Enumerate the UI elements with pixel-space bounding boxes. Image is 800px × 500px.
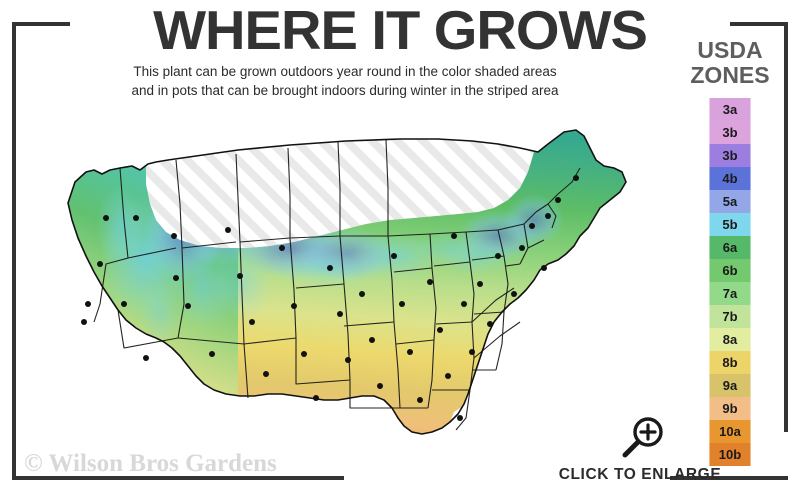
- usda-zones-legend: USDA ZONES 3a 3b 3b 4b 5a 5b 6a 6b 7a 7b 8a 8b 9a 9b 1…: [672, 38, 788, 466]
- subtitle-line-1: This plant can be grown outdoors year ro…: [133, 64, 557, 79]
- frame-bottom-right-segment: [670, 476, 788, 480]
- state-boundaries: [93, 139, 581, 431]
- subtitle: This plant can be grown outdoors year ro…: [40, 62, 650, 100]
- subtitle-line-2: and in pots that can be brought indoors …: [131, 83, 559, 98]
- usda-zone-swatch-6a: 6a: [709, 236, 751, 259]
- usda-zones-swatch-list: 3a 3b 3b 4b 5a 5b 6a 6b 7a 7b 8a 8b 9a 9b 10a 10b: [709, 98, 751, 466]
- usda-zone-swatch-3b: 3b: [709, 144, 751, 167]
- magnifier-plus-icon[interactable]: [618, 415, 668, 461]
- usda-zone-swatch-8b: 8b: [709, 351, 751, 374]
- click-to-enlarge-label[interactable]: CLICK TO ENLARGE: [558, 466, 722, 483]
- usda-zone-swatch-10b: 10b: [709, 443, 751, 466]
- frame-left-segment: [12, 22, 16, 480]
- frame-top-right-segment: [730, 22, 788, 26]
- watermark-credit: © Wilson Bros Gardens: [24, 450, 277, 477]
- usda-zone-swatch-6b: 6b: [709, 259, 751, 282]
- usda-zone-swatch-7b: 7b: [709, 305, 751, 328]
- usda-zone-swatch-10a: 10a: [709, 420, 751, 443]
- usda-zone-swatch-7a: 7a: [709, 282, 751, 305]
- frame-top-left-segment: [12, 22, 70, 26]
- usda-zone-swatch-9a: 9a: [709, 374, 751, 397]
- map-svg: [67, 129, 627, 438]
- usda-zones-heading: USDA ZONES: [672, 38, 788, 88]
- usda-zone-swatch-4b: 4b: [709, 167, 751, 190]
- hardiness-zone-map[interactable]: [28, 108, 668, 458]
- usda-zone-swatch-8a: 8a: [709, 328, 751, 351]
- usda-zone-swatch-3a: 3a: [709, 98, 751, 121]
- usda-zone-swatch-5a: 5a: [709, 190, 751, 213]
- page-title: WHERE IT GROWS: [153, 0, 648, 61]
- city-dots: [81, 175, 579, 421]
- frame-bottom-segment: [12, 476, 344, 480]
- usda-zone-swatch-3b: 3b: [709, 121, 751, 144]
- usda-zone-swatch-5b: 5b: [709, 213, 751, 236]
- frame-right-segment: [784, 22, 788, 432]
- usda-zone-swatch-9b: 9b: [709, 397, 751, 420]
- usda-zones-heading-line-1: USDA: [697, 37, 763, 63]
- usda-zones-heading-line-2: ZONES: [690, 62, 770, 88]
- country-outline: [67, 129, 627, 435]
